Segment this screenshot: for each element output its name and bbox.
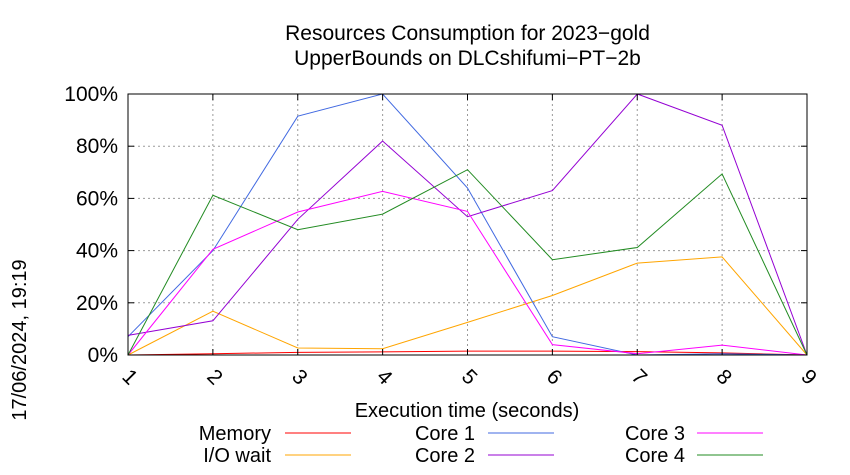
y-axis-ticks: 0% 20% 40% 60% 80% 100% [64, 83, 807, 367]
series-line-core-3 [127, 190, 808, 356]
y-tick-label: 40% [76, 240, 118, 263]
chart-title: Resources Consumption for 2023−goldUpper… [285, 22, 650, 70]
x-tick-label: 9 [796, 365, 821, 390]
x-axis-label: Execution time (seconds) [355, 400, 580, 422]
legend-label: Memory [199, 423, 271, 445]
x-tick-label: 1 [117, 365, 142, 390]
legend-label: Core 4 [625, 445, 685, 467]
y-tick-label: 60% [76, 187, 118, 210]
legend-label: Core 2 [415, 445, 475, 467]
y-tick-label: 80% [76, 135, 118, 158]
timestamp: 17/06/2024, 19:19 [9, 259, 31, 420]
series-line-core-1 [127, 93, 808, 356]
y-tick-label: 0% [88, 344, 118, 367]
chart-title-line: Resources Consumption for 2023−gold [285, 22, 650, 45]
x-tick-label: 2 [202, 365, 227, 390]
series-line-core-4 [127, 169, 808, 356]
x-tick-label: 8 [712, 365, 737, 390]
x-tick-label: 7 [627, 365, 652, 390]
series-line-i-o-wait [127, 256, 808, 356]
legend-label: Core 3 [625, 423, 685, 445]
series-line-core-2 [127, 93, 808, 356]
x-tick-label: 5 [457, 365, 482, 390]
legend-label: I/O wait [203, 445, 271, 467]
legend-label: Core 1 [415, 423, 475, 445]
chart-title-line: UpperBounds on DLCshifumi−PT−2b [294, 47, 641, 70]
x-tick-label: 4 [372, 365, 397, 390]
x-tick-label: 6 [542, 365, 567, 390]
y-tick-label: 20% [76, 292, 118, 315]
y-tick-label: 100% [64, 83, 118, 106]
x-tick-label: 3 [287, 365, 312, 390]
